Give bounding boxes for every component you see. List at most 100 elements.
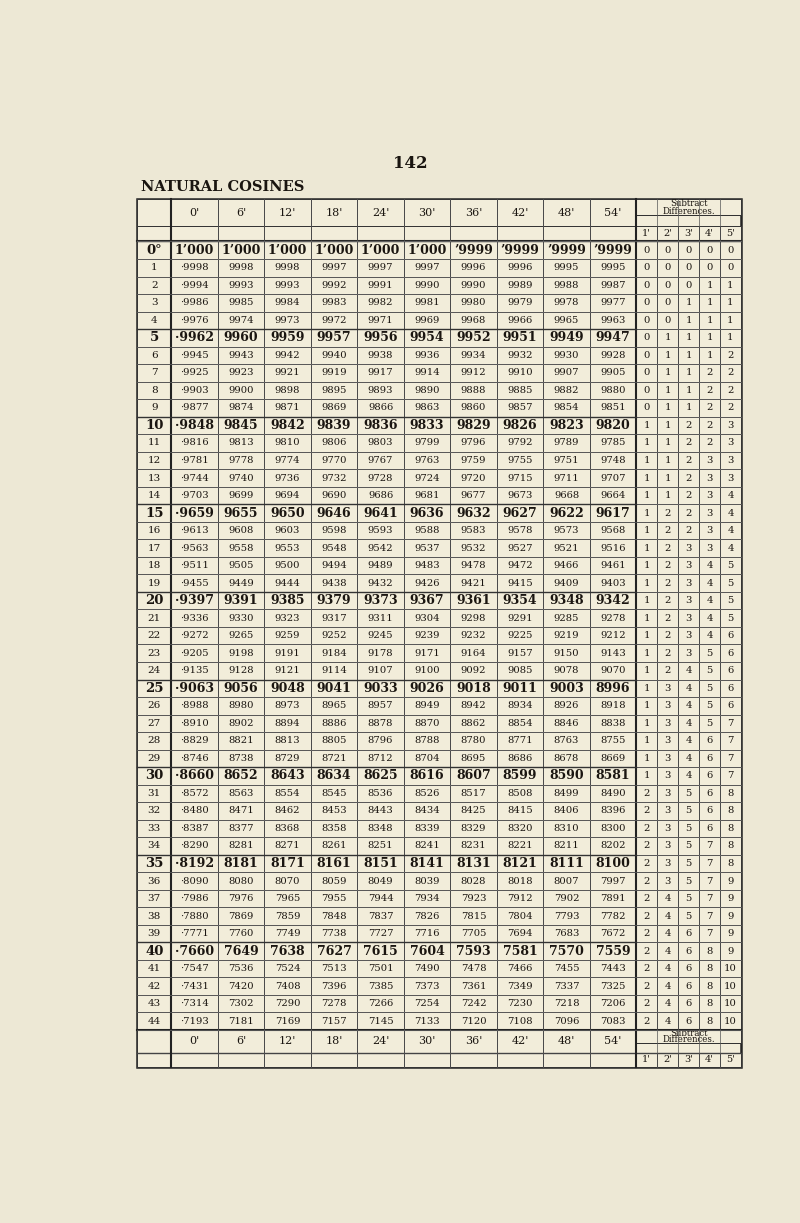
Text: 9361: 9361 <box>456 594 491 607</box>
Bar <box>138 662 171 680</box>
Bar <box>497 977 543 994</box>
Text: 7536: 7536 <box>228 964 254 974</box>
Text: 9521: 9521 <box>554 543 579 553</box>
Text: 1: 1 <box>665 492 671 500</box>
Bar <box>264 364 310 382</box>
Bar <box>699 697 720 714</box>
Text: 7278: 7278 <box>322 999 346 1008</box>
Bar <box>720 819 741 838</box>
Bar <box>138 680 171 697</box>
Text: 9871: 9871 <box>274 404 300 412</box>
Text: 1: 1 <box>727 281 734 290</box>
Bar <box>404 785 450 802</box>
Bar <box>720 802 741 819</box>
Bar <box>678 434 699 451</box>
Text: 9421: 9421 <box>461 578 486 587</box>
Text: 9707: 9707 <box>600 473 626 483</box>
Bar <box>678 312 699 329</box>
Bar <box>699 312 720 329</box>
Text: 33: 33 <box>148 824 161 833</box>
Bar <box>543 819 590 838</box>
Text: 9810: 9810 <box>274 439 300 448</box>
Text: 9813: 9813 <box>228 439 254 448</box>
Bar <box>171 399 218 417</box>
Bar <box>590 977 636 994</box>
Text: 9191: 9191 <box>274 648 301 658</box>
Text: 2: 2 <box>706 368 713 378</box>
Text: 7804: 7804 <box>507 911 533 921</box>
Bar <box>720 382 741 399</box>
Text: 9668: 9668 <box>554 492 579 500</box>
Bar <box>678 451 699 470</box>
Text: 9755: 9755 <box>507 456 533 465</box>
Bar <box>590 487 636 504</box>
Text: 3: 3 <box>686 631 692 640</box>
Bar <box>171 294 218 312</box>
Bar <box>138 609 171 627</box>
Text: 2: 2 <box>686 421 692 430</box>
Bar <box>636 451 658 470</box>
Bar <box>264 627 310 645</box>
Text: 8396: 8396 <box>600 806 626 816</box>
Text: 9198: 9198 <box>228 648 254 658</box>
Text: 1’000: 1’000 <box>407 243 446 257</box>
Bar <box>218 943 264 960</box>
Bar <box>590 750 636 767</box>
Bar <box>310 662 358 680</box>
Text: 0': 0' <box>190 1037 200 1047</box>
Bar <box>658 645 678 662</box>
Text: 6: 6 <box>727 631 734 640</box>
Bar <box>543 346 590 364</box>
Text: 9285: 9285 <box>554 614 579 623</box>
Text: 0: 0 <box>665 246 671 254</box>
Text: 2: 2 <box>643 911 650 921</box>
Text: 7361: 7361 <box>461 982 486 991</box>
Text: 3: 3 <box>151 298 158 307</box>
Bar <box>138 199 171 226</box>
Bar <box>310 838 358 855</box>
Bar <box>358 417 404 434</box>
Text: 9646: 9646 <box>317 506 351 520</box>
Bar <box>138 750 171 767</box>
Text: 9527: 9527 <box>507 543 533 553</box>
Bar <box>497 1030 543 1053</box>
Bar <box>699 680 720 697</box>
Bar <box>358 226 404 241</box>
Bar <box>497 785 543 802</box>
Text: 9977: 9977 <box>600 298 626 307</box>
Bar <box>699 399 720 417</box>
Text: 1: 1 <box>665 386 671 395</box>
Text: 9178: 9178 <box>368 648 394 658</box>
Bar <box>450 539 497 556</box>
Bar <box>720 733 741 750</box>
Bar <box>218 645 264 662</box>
Bar <box>310 802 358 819</box>
Bar <box>404 522 450 539</box>
Text: ’9999: ’9999 <box>547 243 586 257</box>
Bar <box>450 750 497 767</box>
Bar <box>497 364 543 382</box>
Text: ·8192: ·8192 <box>175 857 214 870</box>
Bar <box>636 470 658 487</box>
Text: 7683: 7683 <box>554 929 579 938</box>
Text: 4: 4 <box>706 596 713 605</box>
Text: 38: 38 <box>148 911 161 921</box>
Bar <box>450 199 497 226</box>
Text: 8202: 8202 <box>600 841 626 850</box>
Text: 2: 2 <box>727 386 734 395</box>
Bar <box>404 556 450 575</box>
Text: 9995: 9995 <box>600 263 626 273</box>
Bar <box>678 346 699 364</box>
Bar <box>218 451 264 470</box>
Bar <box>310 819 358 838</box>
Text: 7934: 7934 <box>414 894 440 903</box>
Bar <box>720 890 741 907</box>
Bar <box>543 750 590 767</box>
Bar <box>543 627 590 645</box>
Bar <box>658 539 678 556</box>
Bar <box>171 382 218 399</box>
Text: ·7986: ·7986 <box>180 894 209 903</box>
Bar <box>404 750 450 767</box>
Text: 7349: 7349 <box>507 982 533 991</box>
Text: 7694: 7694 <box>507 929 533 938</box>
